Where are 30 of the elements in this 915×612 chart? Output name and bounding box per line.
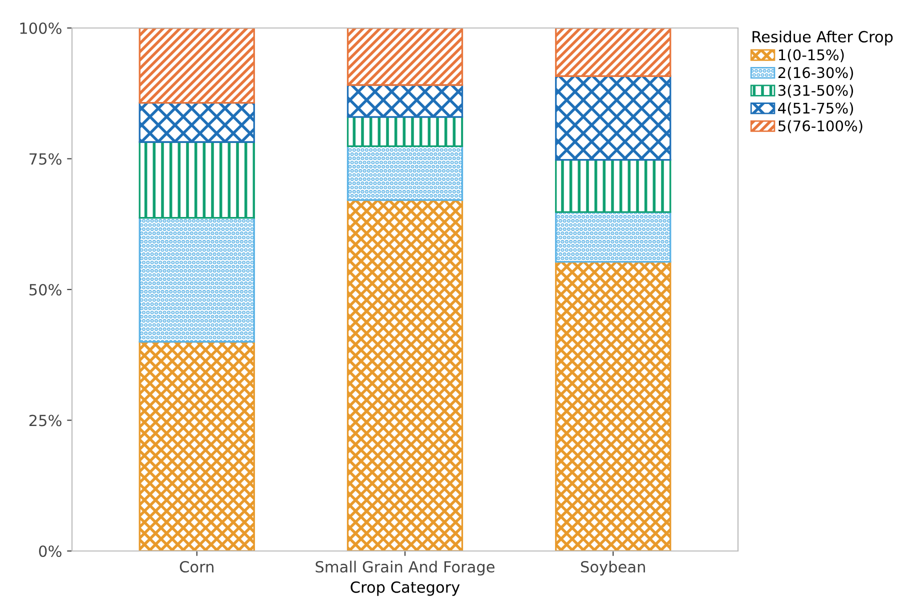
bar	[138, 217, 255, 343]
legend-label: 5(76-100%)	[778, 120, 862, 134]
bar	[346, 28, 464, 86]
bar	[555, 260, 672, 551]
bar	[346, 145, 464, 201]
y-tick-label: 50%	[30, 284, 62, 296]
bar	[346, 199, 464, 551]
bar	[555, 28, 672, 77]
bar	[138, 102, 255, 143]
legend-title: Residue After Crop	[752, 30, 893, 46]
bar	[555, 211, 672, 263]
y-tick-label: 25%	[29, 414, 62, 426]
legend-label: 1(0-15%)	[778, 49, 844, 62]
bar	[346, 116, 464, 148]
bar	[138, 28, 255, 104]
legend-label: 3(31-50%)	[778, 84, 854, 98]
y-tick-label: 100%	[20, 22, 62, 34]
y-tick-label: 0%	[39, 545, 62, 558]
bar	[346, 84, 464, 118]
x-axis-title: Crop Category	[350, 581, 460, 596]
bar	[555, 75, 672, 161]
legend-label: 4(51-75%)	[778, 102, 854, 116]
x-tick-label: Soybean	[581, 560, 645, 576]
x-tick-label: Small Grain And Forage	[316, 560, 494, 576]
legend-label: 2(16-30%)	[778, 66, 854, 80]
x-tick-label: Corn	[180, 560, 214, 573]
bar	[138, 141, 255, 219]
bar	[555, 158, 672, 213]
y-tick-label: 75%	[30, 153, 62, 165]
bar	[138, 340, 255, 551]
